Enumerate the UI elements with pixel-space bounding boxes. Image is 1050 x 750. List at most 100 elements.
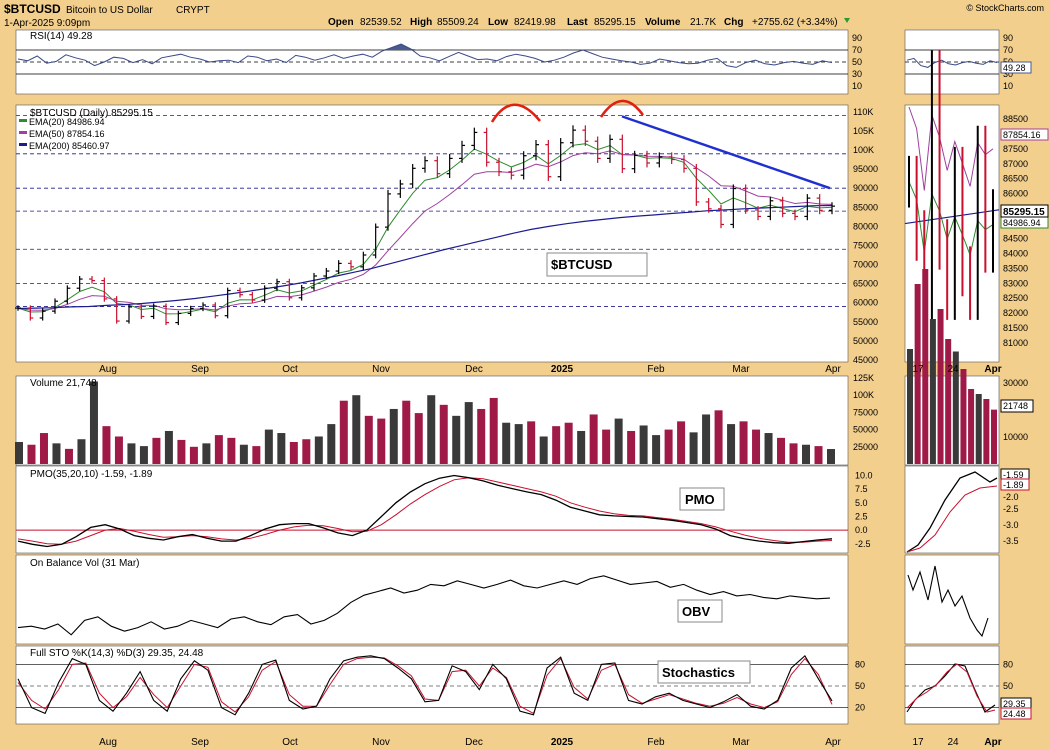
price-tick-85000: 85000	[853, 202, 878, 212]
price-tick-70000: 70000	[853, 260, 878, 270]
chg-label: Chg	[724, 17, 743, 28]
x-tick-top-Aug: Aug	[99, 364, 117, 375]
mini-panel-vol	[904, 375, 1000, 466]
stochastics-label-box	[657, 660, 751, 684]
x-tick-top-Apr: Apr	[825, 364, 841, 375]
x-tick-bottom-Aug: Aug	[99, 737, 117, 748]
sto-mini-tag	[1000, 707, 1032, 720]
volume-bar	[189, 446, 198, 464]
symbol: $BTCUSD	[4, 2, 61, 16]
mini-x-top-Apr: Apr	[984, 364, 1001, 375]
price-mini-tick-87000: 87000	[1003, 159, 1028, 169]
volume-bar	[702, 414, 711, 464]
volume-bar	[727, 424, 736, 464]
volume-bar	[714, 410, 723, 464]
volume-bar	[352, 395, 361, 464]
pmo-label: PMO	[685, 492, 715, 507]
volume-bar	[139, 446, 148, 464]
ema20-legend: EMA(20) 84986.94	[29, 117, 105, 127]
volume-bar	[227, 437, 236, 464]
low-label: Low	[488, 17, 508, 28]
pmo-line	[17, 474, 833, 548]
x-tick-top-2025: 2025	[551, 364, 574, 375]
obv-title: On Balance Vol (31 Mar)	[30, 558, 140, 569]
open-value: 82539.52	[360, 17, 402, 28]
pmo-mini-tag	[1000, 478, 1030, 491]
rsi-overbought-fill	[381, 44, 421, 50]
volume-bar	[327, 424, 336, 464]
volume-bar	[589, 414, 598, 464]
ema50-legend: EMA(50) 87854.16	[29, 129, 105, 139]
mini-ema50-line	[908, 106, 994, 191]
price-tick-80000: 80000	[853, 221, 878, 231]
volume-bar	[177, 439, 186, 464]
copyright: © StockCharts.com	[966, 3, 1044, 13]
mini-x-top-24: 24	[947, 364, 959, 375]
volume-bar	[89, 381, 98, 464]
volume-bar	[339, 400, 348, 464]
chg-value: +2755.62 (+3.34%)	[752, 17, 838, 28]
pmo-mini-tick: -3.5	[1003, 536, 1019, 546]
mini-x-top-17: 17	[912, 364, 924, 375]
panel-price	[15, 104, 849, 363]
rsi-mini-tick-90: 90	[1003, 33, 1013, 43]
high-label: High	[410, 17, 432, 28]
mini-price-tag-text: 87854.16	[1003, 130, 1041, 140]
price-mini-tick-84000: 84000	[1003, 248, 1028, 258]
sto-mini-tag-text: 24.48	[1003, 709, 1026, 719]
change-up-icon	[844, 18, 850, 23]
stochastics-label: Stochastics	[662, 665, 735, 680]
volume-bar	[152, 437, 161, 464]
rsi-value-tag	[1000, 61, 1032, 74]
volume-bar	[552, 426, 561, 464]
volume-bar	[302, 439, 311, 464]
top-arc-left	[490, 103, 542, 123]
ema200-legend: EMA(200) 85460.97	[29, 141, 110, 151]
x-tick-top-Dec: Dec	[465, 364, 483, 375]
volume-tick-25000: 25000	[853, 442, 878, 452]
volume-bar	[564, 422, 573, 464]
volume-bar	[452, 415, 461, 464]
volume-bar	[414, 413, 423, 464]
volume-bar	[814, 446, 823, 464]
mini-x-bottom-24: 24	[947, 737, 959, 748]
price-tick-90000: 90000	[853, 183, 878, 193]
volume-bar	[402, 400, 411, 464]
pmo-tick-0.0: 0.0	[855, 525, 868, 535]
volume-bar	[289, 441, 298, 464]
rsi-tick-50: 50	[852, 57, 862, 67]
volume-bar	[114, 436, 123, 464]
rsi-line	[17, 43, 833, 68]
obv-label: OBV	[682, 604, 711, 619]
price-tick-60000: 60000	[853, 298, 878, 308]
pmo-mini-tick: -2.5	[1003, 504, 1019, 514]
rsi-mini-tick-70: 70	[1003, 45, 1013, 55]
volume-bar	[689, 432, 698, 464]
volume-bar	[277, 433, 286, 464]
pmo-tick--2.5: -2.5	[855, 539, 871, 549]
volume-bar	[427, 395, 436, 464]
price-title: $BTCUSD (Daily) 85295.15	[30, 108, 153, 119]
volume-bar	[489, 397, 498, 464]
volume-bar	[252, 446, 261, 464]
exchange: CRYPT	[176, 5, 210, 16]
mini-ema200-line	[904, 209, 1000, 225]
volume-bar	[652, 435, 661, 464]
mini-price-tag	[1000, 128, 1049, 141]
rsi-mini-line	[906, 57, 998, 68]
rsi-tick-90: 90	[852, 33, 862, 43]
x-tick-top-Nov: Nov	[372, 364, 390, 375]
x-tick-top-Feb: Feb	[647, 364, 665, 375]
header-date: 1-Apr-2025 9:09pm	[4, 18, 90, 29]
x-tick-bottom-Mar: Mar	[732, 737, 750, 748]
x-tick-bottom-Oct: Oct	[282, 737, 298, 748]
last-value: 85295.15	[594, 17, 636, 28]
volume-bar	[827, 449, 835, 464]
volume-tick-75000: 75000	[853, 407, 878, 417]
price-tick-100K: 100K	[853, 145, 874, 155]
volume-bar	[164, 430, 173, 464]
volume-bar	[389, 408, 398, 464]
pmo-label-box	[679, 487, 725, 511]
mini-volume-bar	[937, 309, 944, 464]
volume-bar	[377, 418, 386, 464]
